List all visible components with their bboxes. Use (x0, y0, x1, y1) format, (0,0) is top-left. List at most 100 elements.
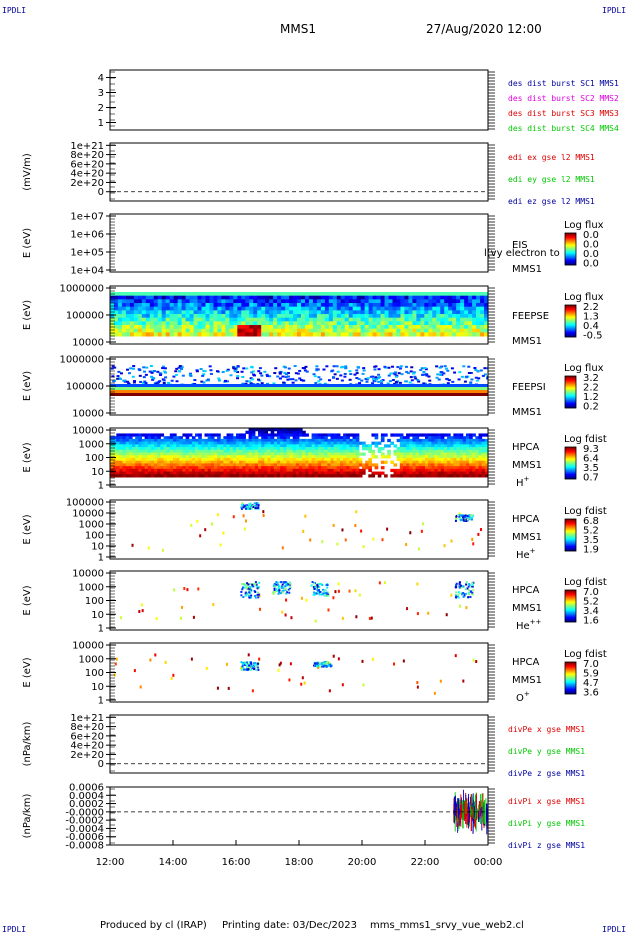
spectrogram-cell (285, 328, 290, 333)
spectrogram-speck (460, 375, 464, 378)
spectrogram-cell (236, 455, 240, 459)
spectrogram-cell (343, 474, 347, 478)
spectrogram-cell (122, 441, 127, 445)
spectrogram-cell (317, 474, 322, 478)
spectrogram-cell (324, 452, 328, 456)
spectrogram-cell (340, 306, 346, 311)
spectrogram-cell (476, 325, 481, 330)
spectrogram-cell (356, 332, 362, 337)
spectrogram-speck (464, 376, 468, 379)
spectrogram-cell (406, 463, 410, 467)
colorbar-segment (565, 550, 576, 552)
spectrogram-cell (182, 433, 187, 437)
spectrogram-cell (179, 452, 183, 456)
spectrogram-speck (399, 365, 403, 368)
spectrogram-cell (258, 457, 262, 462)
spectrogram-cell (182, 457, 187, 462)
spectrogram-cell (431, 471, 435, 475)
spectrogram-cell (434, 452, 439, 456)
spectrogram-cluster-cell (243, 586, 246, 589)
spectrogram-cluster-cell (316, 589, 319, 592)
spectrogram-cell (264, 436, 268, 440)
spectrogram-cell (443, 466, 448, 470)
spectrogram-speck (229, 374, 233, 377)
spectrogram-speck (343, 375, 347, 378)
spectrogram-cell (197, 299, 203, 304)
spectrogram-cell (453, 441, 457, 445)
spectrogram-cell (110, 441, 114, 445)
spectrogram-cell (119, 466, 124, 470)
spectrogram-cell (273, 295, 278, 300)
spectrogram-cell (116, 438, 120, 443)
spectrogram-cell (440, 295, 445, 300)
spectrogram-cell (333, 449, 338, 453)
spectrogram-cell (384, 310, 390, 315)
colorbar-segment (565, 246, 576, 248)
spectrogram-cell (384, 332, 390, 337)
spectrogram-cell (431, 436, 435, 440)
spectrogram-cell (236, 468, 240, 473)
spectrogram-cell (308, 299, 314, 304)
spectrogram-cell (384, 474, 388, 478)
spectrogram-cell (163, 457, 168, 462)
spectrogram-cell (481, 438, 486, 443)
spectrogram-cell (188, 471, 193, 475)
spectrogram-cell (245, 463, 250, 467)
spectrogram-cell (157, 295, 163, 300)
spectrogram-cell (450, 444, 454, 448)
spectrogram-cell (133, 310, 139, 315)
colorbar-segment (565, 460, 576, 462)
spectrogram-cell (355, 452, 360, 456)
spectrogram-cell (472, 433, 476, 437)
spectrogram-cell (380, 325, 386, 330)
spectrogram-cell (428, 306, 433, 311)
spectrogram-cell (348, 321, 354, 326)
spectrogram-cell (465, 474, 470, 478)
spectrogram-cell (348, 328, 354, 333)
spectrogram-cell (273, 310, 278, 315)
spectrogram-cell (261, 444, 265, 448)
spectrogram-cell (220, 449, 224, 453)
spectrogram-cell (480, 295, 485, 300)
spectrogram-speck (129, 367, 133, 370)
spectrogram-cluster-cell (468, 584, 471, 587)
colorbar-segment (565, 249, 576, 251)
spectrogram-cell (280, 428, 284, 432)
spectrogram-cell (465, 444, 470, 448)
spectrogram-cell (352, 468, 357, 473)
spectrogram-cell (344, 325, 350, 330)
spectrogram-cell (447, 436, 451, 440)
spectrogram-speck (396, 366, 400, 369)
spectrogram-cell (328, 314, 334, 319)
spectrogram-speck (133, 669, 136, 673)
spectrogram-cell (324, 447, 328, 451)
spectrogram-cell (257, 295, 262, 300)
spectrogram-cell (333, 436, 338, 440)
spectrogram-cell (125, 306, 131, 311)
spectrogram-cell (213, 457, 218, 462)
spectrogram-speck (474, 368, 478, 371)
spectrogram-speck (263, 370, 267, 373)
spectrogram-cell (289, 430, 294, 434)
spectrogram-cluster-cell (310, 584, 313, 587)
spectrogram-cell (412, 466, 417, 470)
spectrogram-cell (239, 468, 243, 473)
spectrogram-cell (191, 436, 196, 440)
spectrogram-cell (195, 460, 199, 464)
spectrogram-cell (328, 332, 334, 337)
y-axis-label: (nPa/km) (22, 722, 33, 767)
spectrogram-cell (113, 325, 119, 330)
spectrogram-cell (355, 463, 360, 467)
spectrogram-cell (217, 306, 222, 311)
spectrogram-cell (444, 295, 449, 300)
colorbar-segment (565, 393, 576, 395)
spectrogram-speck (175, 367, 179, 370)
spectrogram-cell (434, 444, 439, 448)
spectrogram-cell (324, 299, 330, 304)
spectrogram-speck (386, 527, 389, 531)
spectrogram-cell (205, 303, 210, 308)
colorbar-segment (565, 605, 576, 607)
spectrogram-cell (462, 468, 467, 473)
spectrogram-cell (276, 474, 281, 478)
spectrogram-cell (368, 295, 374, 300)
